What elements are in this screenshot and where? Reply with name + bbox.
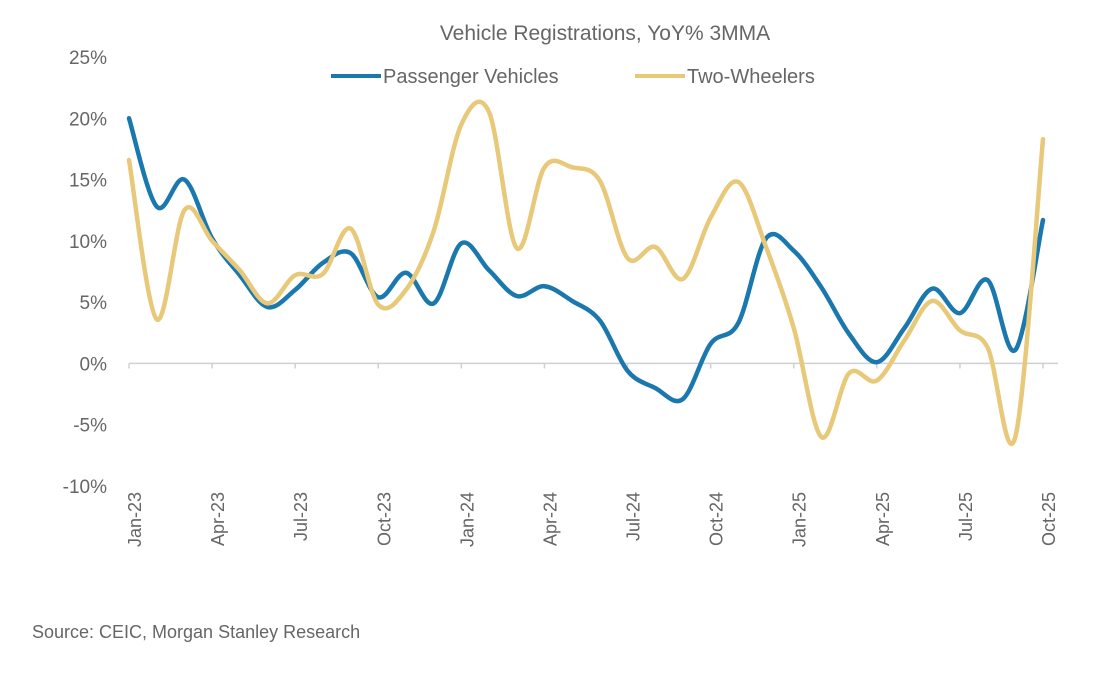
y-axis: -10% -5% 0% 5% 10% 15% 20% 25% (63, 48, 107, 498)
series-line-two-wheelers (126, 99, 1046, 447)
y-tick-label: 5% (80, 293, 108, 314)
series-group (126, 99, 1046, 447)
chart-title: Vehicle Registrations, YoY% 3MMA (440, 22, 770, 45)
x-tick-label: Apr-23 (208, 492, 228, 546)
x-tick-label: Jul-25 (956, 492, 976, 541)
x-tick-label: Jul-23 (291, 492, 311, 541)
x-tick-label: Jan-25 (790, 492, 810, 547)
x-tick-label: Jul-24 (624, 492, 644, 541)
y-tick-label: 10% (69, 232, 107, 253)
y-tick-label: 0% (80, 354, 108, 375)
x-tick-label: Jan-23 (125, 492, 145, 547)
x-tick-label: Jan-24 (457, 492, 477, 547)
x-tick-label: Oct-24 (707, 492, 727, 546)
legend-label-two-wheelers: Two-Wheelers (687, 66, 815, 88)
source-note: Source: CEIC, Morgan Stanley Research (32, 622, 361, 642)
y-tick-label: 20% (69, 109, 107, 130)
x-tick-label: Oct-25 (1039, 492, 1059, 546)
legend: Passenger Vehicles Two-Wheelers (331, 66, 815, 88)
x-tick-label: Oct-23 (374, 492, 394, 546)
x-axis: Jan-23 Apr-23 Jul-23 Oct-23 Jan-24 Apr-24 Jul-… (125, 362, 1059, 547)
y-tick-label: -5% (73, 416, 107, 437)
y-tick-label: -10% (63, 477, 107, 498)
y-tick-label: 15% (69, 171, 107, 192)
x-tick-label: Apr-25 (873, 492, 893, 546)
legend-label-passenger-vehicles: Passenger Vehicles (383, 66, 559, 88)
y-tick-label: 25% (69, 48, 107, 69)
series-line-passenger-vehicles (126, 116, 1046, 404)
x-tick-label: Apr-24 (540, 492, 560, 546)
